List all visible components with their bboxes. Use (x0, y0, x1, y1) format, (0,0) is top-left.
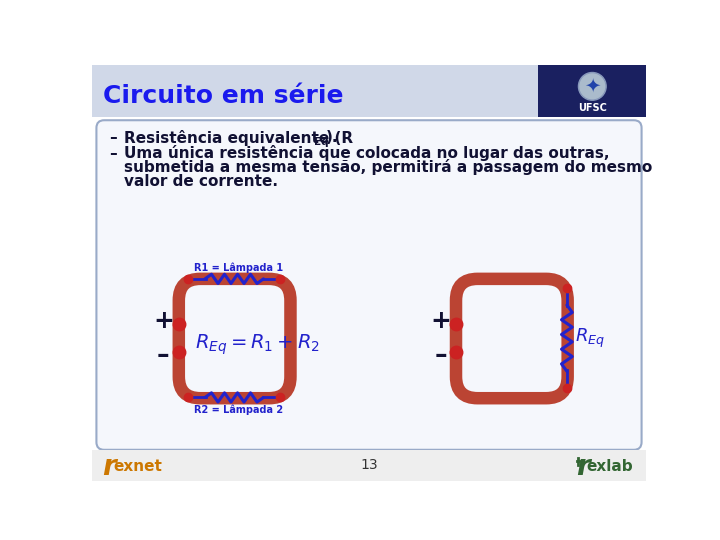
Text: valor de corrente.: valor de corrente. (124, 173, 278, 188)
Text: –: – (109, 146, 117, 161)
Text: $R_{Eq} = R_1 + R_2$: $R_{Eq} = R_1 + R_2$ (195, 332, 320, 356)
FancyBboxPatch shape (92, 65, 539, 117)
Text: exnet: exnet (114, 459, 163, 474)
Text: Circuito em série: Circuito em série (104, 84, 344, 107)
Text: R2 = Lâmpada 2: R2 = Lâmpada 2 (194, 404, 283, 415)
Text: Eq: Eq (314, 137, 328, 147)
Text: ).: ). (326, 131, 338, 145)
Text: UFSC: UFSC (578, 103, 607, 113)
Text: –: – (157, 343, 170, 367)
Text: ✦: ✦ (584, 77, 600, 96)
Text: +: + (430, 309, 451, 333)
Text: –: – (109, 131, 117, 145)
Text: $R_{Eq}$: $R_{Eq}$ (575, 327, 605, 350)
FancyBboxPatch shape (539, 65, 647, 117)
Text: Uma única resistência que colocada no lugar das outras,: Uma única resistência que colocada no lu… (124, 145, 610, 161)
Text: exlab: exlab (586, 459, 633, 474)
Circle shape (580, 74, 605, 99)
Text: Resistência equivalente (R: Resistência equivalente (R (124, 130, 354, 146)
Circle shape (578, 72, 606, 100)
Text: –: – (434, 343, 447, 367)
Text: r: r (576, 453, 590, 481)
FancyBboxPatch shape (92, 450, 647, 481)
Text: r: r (102, 453, 115, 481)
Text: R1 = Lâmpada 1: R1 = Lâmpada 1 (194, 263, 283, 273)
Text: submetida a mesma tensão, permitirá a passagem do mesmo: submetida a mesma tensão, permitirá a pa… (124, 159, 652, 175)
Text: 13: 13 (360, 458, 378, 472)
Text: +: + (153, 309, 174, 333)
FancyBboxPatch shape (96, 120, 642, 450)
